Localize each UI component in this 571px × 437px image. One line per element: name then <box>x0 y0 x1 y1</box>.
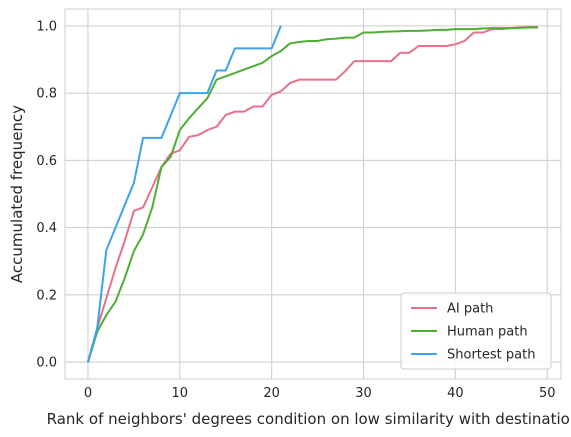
y-tick-labels: 0.0 0.2 0.4 0.6 0.8 1.0 <box>36 19 57 370</box>
x-tick-label: 30 <box>355 386 372 401</box>
y-tick-label: 1.0 <box>36 19 57 34</box>
plot-frame <box>64 8 562 380</box>
x-tick-label: 0 <box>84 386 92 401</box>
x-tick-labels: 0 10 20 30 40 50 <box>84 386 556 401</box>
x-axis-label: Rank of neighbors' degrees condition on … <box>47 410 571 428</box>
x-tick-label: 20 <box>263 386 280 401</box>
y-tick-label: 0.0 <box>36 356 57 371</box>
legend-box <box>400 292 552 370</box>
legend-entry-label: AI path <box>447 302 493 317</box>
legend-entry-label: Shortest path <box>447 348 535 363</box>
series-line-3 <box>86 25 282 363</box>
grid <box>65 9 561 379</box>
y-axis-label: Accumulated frequency <box>8 105 26 283</box>
x-tick-label: 50 <box>539 386 556 401</box>
series-lines <box>86 25 539 363</box>
y-tick-label: 0.6 <box>36 154 57 169</box>
x-tick-label: 40 <box>447 386 464 401</box>
series-line-2 <box>87 26 539 363</box>
legend: AI path Human path Shortest path <box>400 292 552 370</box>
y-tick-label: 0.2 <box>36 288 57 303</box>
legend-entry-label: Human path <box>447 325 528 340</box>
x-tick-label: 10 <box>172 386 189 401</box>
y-tick-label: 0.4 <box>36 221 57 236</box>
y-tick-label: 0.8 <box>36 87 57 102</box>
